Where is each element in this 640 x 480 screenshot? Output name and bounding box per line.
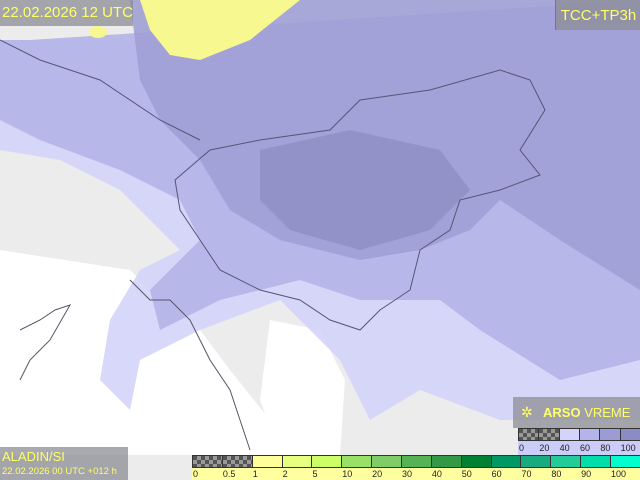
legend-swatch xyxy=(610,455,640,468)
legend-swatch xyxy=(371,455,402,468)
legend-label: 10 xyxy=(342,469,353,479)
legend-swatch xyxy=(490,455,521,468)
legend-swatch xyxy=(311,455,342,468)
logo-bold: ARSO xyxy=(543,405,581,420)
cloud-cover-legend xyxy=(518,428,640,441)
legend-swatch xyxy=(430,455,461,468)
legend-label: 40 xyxy=(559,443,570,453)
legend-swatch xyxy=(520,455,551,468)
model-info: ALADIN/SI 22.02.2026 00 UTC +012 h xyxy=(0,447,128,480)
legend-label: 30 xyxy=(402,469,413,479)
legend-label: 60 xyxy=(579,443,590,453)
legend-label: 1 xyxy=(252,469,258,479)
cloud-densest xyxy=(260,130,470,250)
legend-label: 100 xyxy=(611,469,627,479)
legend-label: 100 xyxy=(620,443,636,453)
legend-swatch xyxy=(341,455,372,468)
legend-swatch xyxy=(401,455,431,468)
legend-label: 5 xyxy=(312,469,318,479)
legend-swatch xyxy=(460,455,491,468)
coastline-west xyxy=(19,304,72,381)
legend-label: 2 xyxy=(282,469,288,479)
legend-swatch xyxy=(221,455,252,468)
legend-label: 20 xyxy=(372,469,383,479)
country-border xyxy=(174,69,546,331)
legend-label: 40 xyxy=(431,469,442,479)
legend-swatch xyxy=(251,455,282,468)
legend-label: 80 xyxy=(600,443,611,453)
precipitation-legend-labels: 0 0.5 1 2 5 10 20 30 40 50 60 70 80 90 100 xyxy=(192,468,640,480)
legend-label: 0.5 xyxy=(222,469,236,479)
legend-label: 0 xyxy=(519,443,525,453)
precip-area xyxy=(140,0,300,60)
legend-swatch xyxy=(281,455,312,468)
legend-swatch xyxy=(192,455,222,468)
valid-time-label: 22.02.2026 12 UTC xyxy=(0,0,133,26)
product-label: TCC+TP3h xyxy=(555,0,640,30)
legend-label: 70 xyxy=(521,469,532,479)
satellite-icon: ✲ xyxy=(521,404,533,420)
legend-label: 60 xyxy=(491,469,502,479)
legend-swatch xyxy=(578,428,600,441)
legend-swatch xyxy=(558,428,579,441)
legend-swatch xyxy=(580,455,611,468)
legend-label: 20 xyxy=(539,443,550,453)
legend-label: 80 xyxy=(551,469,562,479)
precipitation-legend xyxy=(192,455,640,468)
legend-swatch xyxy=(599,428,620,441)
arso-vreme-logo: ✲ ARSO VREME xyxy=(513,397,640,428)
logo-regular: VREME xyxy=(584,405,631,420)
precip-area-small xyxy=(89,26,107,38)
legend-swatch xyxy=(550,455,581,468)
model-run: 22.02.2026 00 UTC +012 h xyxy=(2,466,117,477)
legend-swatch xyxy=(538,428,559,441)
legend-label: 90 xyxy=(581,469,592,479)
coastline xyxy=(129,279,251,451)
cloud-cover-legend-labels: 0 20 40 60 80 100 xyxy=(518,441,640,455)
legend-swatch xyxy=(619,428,640,441)
legend-label: 50 xyxy=(461,469,472,479)
legend-swatch xyxy=(518,428,539,441)
sea-area-north xyxy=(260,320,345,455)
legend-label: 0 xyxy=(193,469,199,479)
model-name: ALADIN/SI xyxy=(2,449,65,464)
border-line xyxy=(0,39,201,141)
